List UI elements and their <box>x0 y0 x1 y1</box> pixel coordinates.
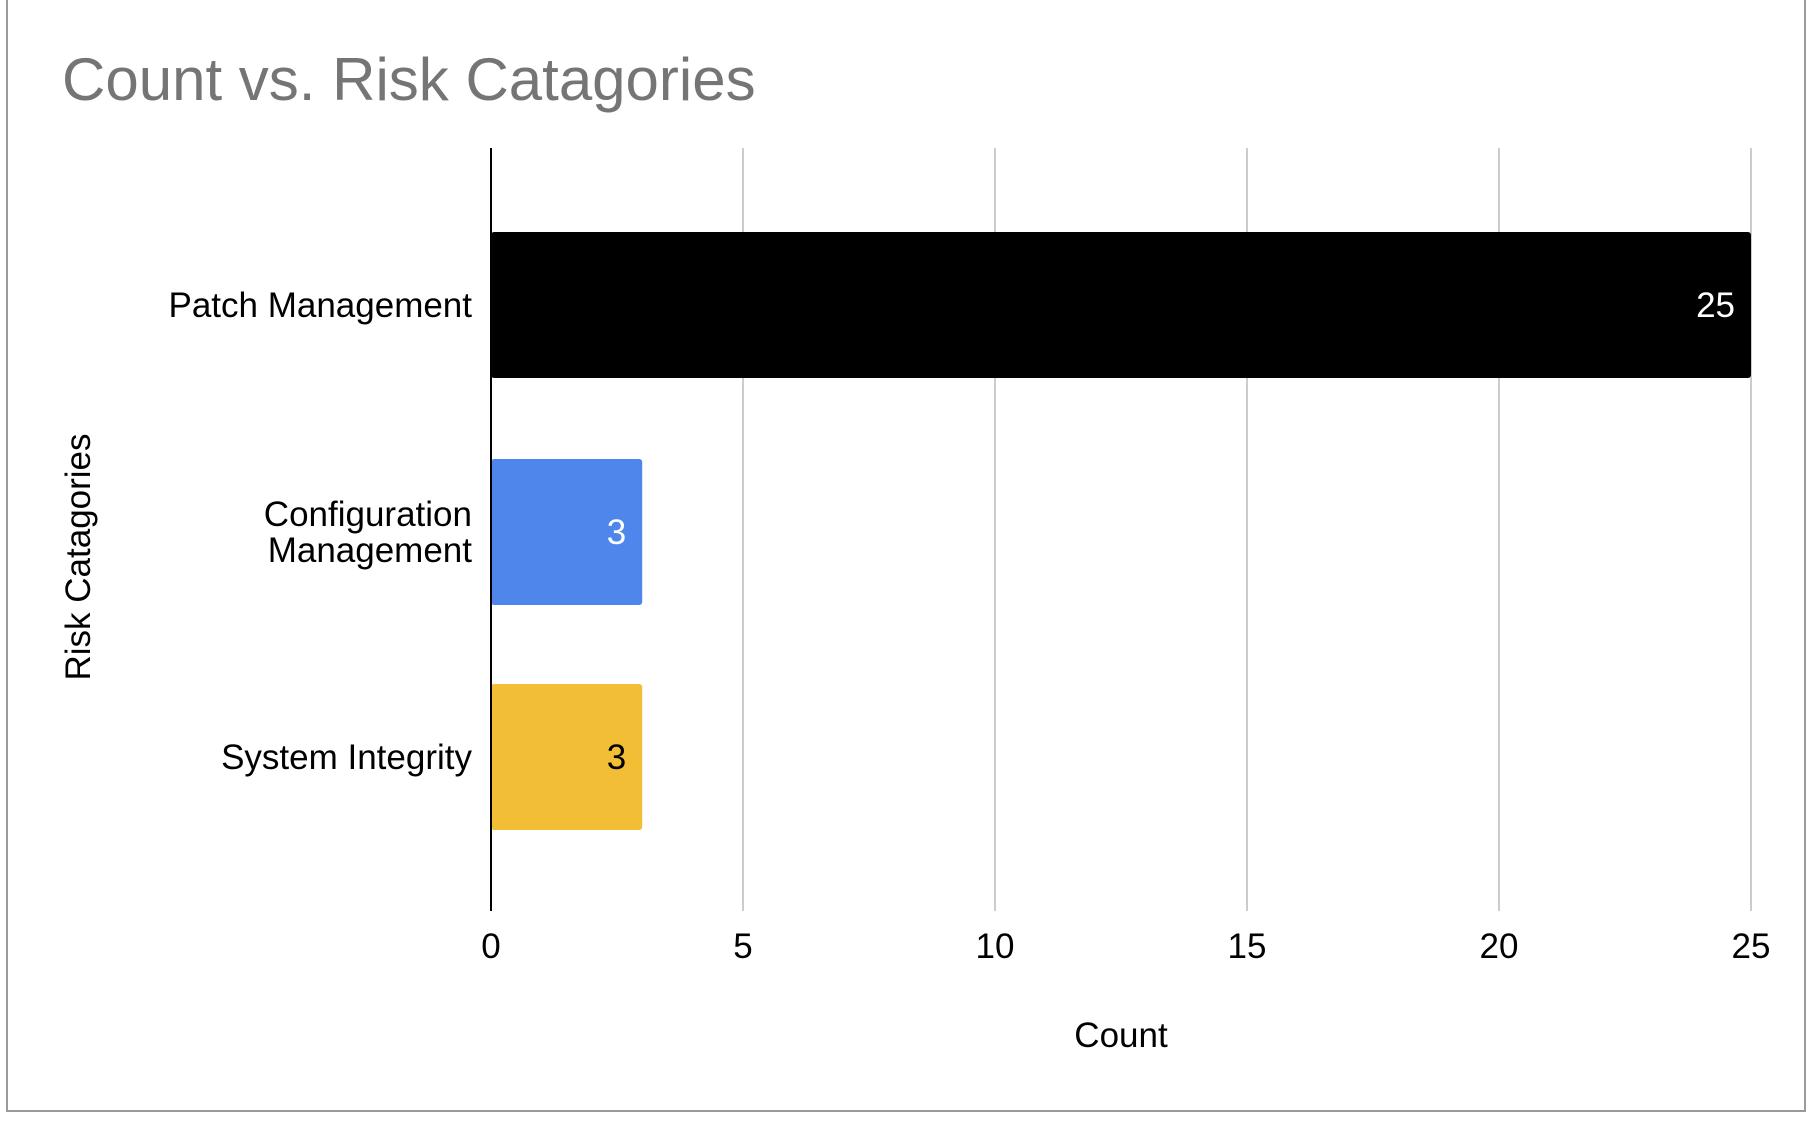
x-tick-label: 10 <box>976 927 1015 966</box>
x-tick-label: 0 <box>481 927 500 966</box>
category-label-2: System Integrity <box>221 738 472 777</box>
category-labels: Patch Management Configuration Management S… <box>168 286 472 777</box>
x-tick-label: 25 <box>1732 927 1771 966</box>
data-label-2: 3 <box>607 738 626 777</box>
bar-2 <box>491 684 643 830</box>
x-tick-labels: 0 5 10 15 20 25 <box>481 927 1770 966</box>
category-label-1: Configuration Management <box>264 495 472 570</box>
bar-1 <box>491 459 643 605</box>
x-tick-label: 15 <box>1228 927 1267 966</box>
x-tick-label: 20 <box>1480 927 1519 966</box>
category-label-0: Patch Management <box>168 286 472 325</box>
y-axis-title: Risk Catagories <box>59 433 98 680</box>
category-label-line: Management <box>268 531 473 570</box>
x-tick-label: 5 <box>733 927 752 966</box>
category-label-line: Patch Management <box>168 286 472 325</box>
data-label-1: 3 <box>607 513 626 552</box>
data-labels: 25 3 3 <box>607 286 1735 777</box>
data-label-0: 25 <box>1696 286 1735 325</box>
bar-0 <box>491 232 1751 378</box>
chart-title: Count vs. Risk Catagories <box>62 46 756 113</box>
bars <box>491 232 1751 830</box>
category-label-line: Configuration <box>264 495 472 534</box>
category-label-line: System Integrity <box>221 738 472 777</box>
x-axis-title: Count <box>1074 1016 1168 1055</box>
chart-frame <box>6 0 1806 1112</box>
